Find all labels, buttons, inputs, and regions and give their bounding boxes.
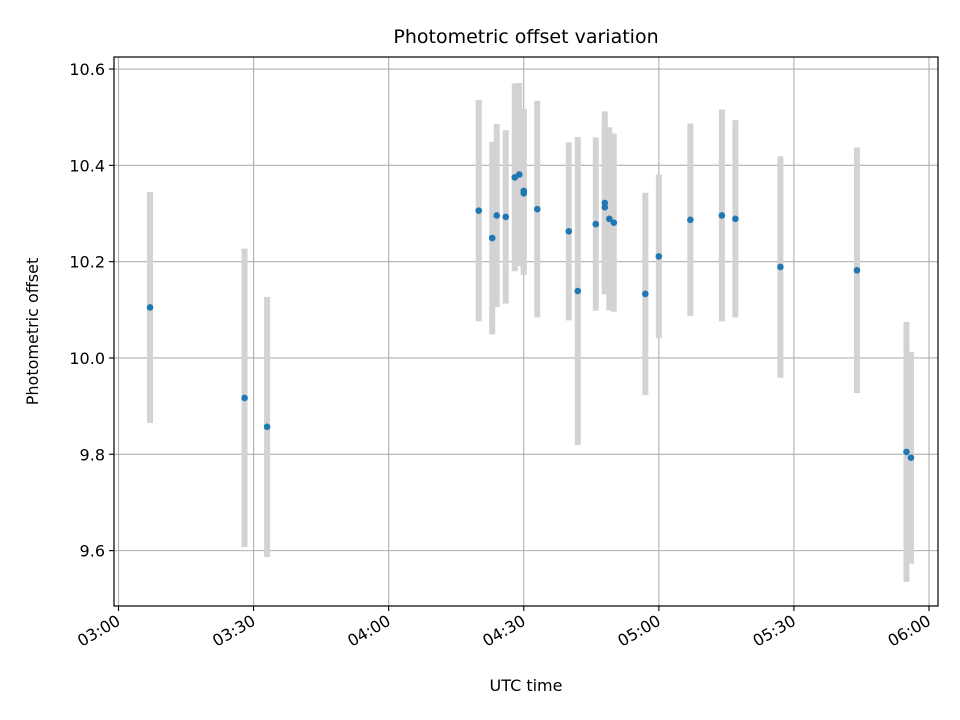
y-tick-label: 9.8 [80,445,105,464]
data-point [687,216,694,224]
data-point [606,215,613,223]
chart-title: Photometric offset variation [393,26,658,48]
data-point [515,171,523,178]
data-point [574,287,582,295]
data-point [241,394,248,402]
y-tick-label: 10.2 [69,253,105,272]
data-point [533,205,541,213]
y-axis-label: Photometric offset [23,258,42,406]
data-point [601,203,609,211]
data-point [907,454,915,461]
data-point [777,263,784,271]
data-point [610,219,618,226]
data-point [502,213,510,221]
data-point [718,212,726,219]
data-points [146,171,915,461]
data-point [592,220,600,228]
data-point [655,253,663,260]
data-point [853,267,861,274]
plot-frame [113,56,939,607]
data-point [565,228,573,235]
data-point [520,189,528,197]
data-point [493,212,501,219]
data-point [146,304,154,311]
y-tick-label: 10.4 [69,156,105,175]
y-tick-label: 10.0 [69,349,105,368]
data-point [263,423,271,431]
data-point [903,448,910,456]
data-point [732,215,739,223]
data-point [488,234,496,242]
y-tick-label: 10.6 [69,60,105,79]
data-point [642,290,649,298]
data-point [475,207,483,214]
x-axis-label: UTC time [490,676,563,695]
y-tick-label: 9.6 [80,542,105,561]
